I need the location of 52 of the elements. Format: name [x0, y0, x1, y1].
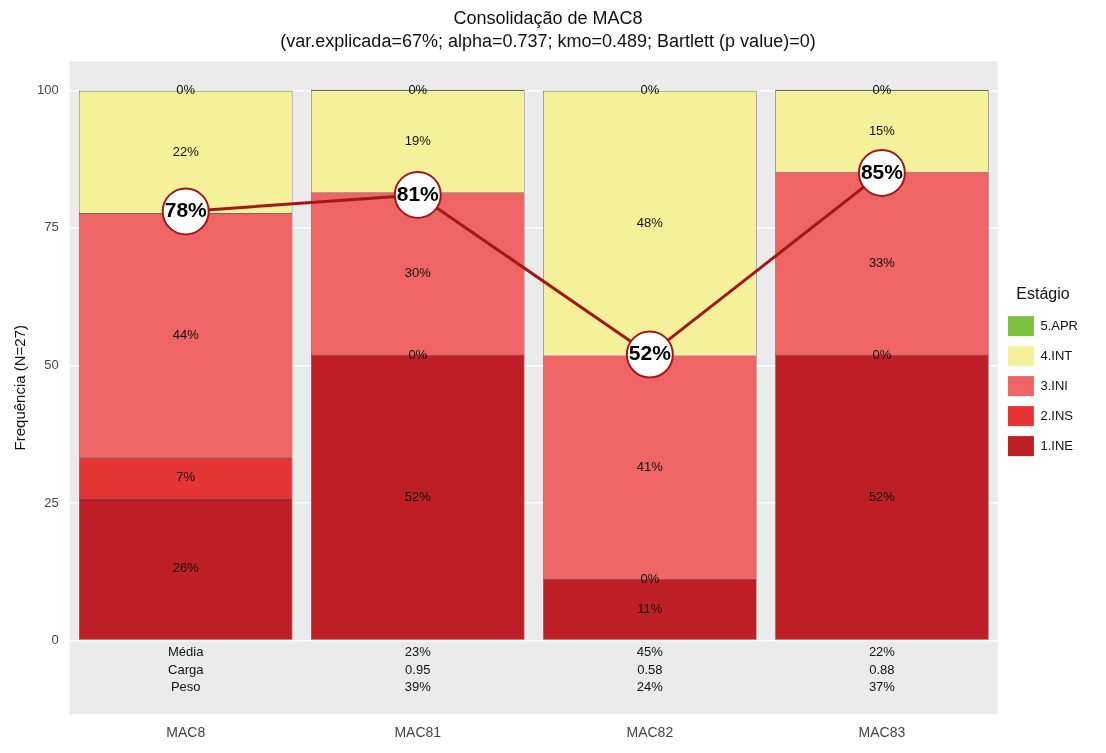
x-tick-label: MAC8	[166, 724, 206, 741]
data-label: 48%	[636, 214, 664, 230]
data-label: 11%	[637, 601, 663, 617]
annotation: 39%	[404, 679, 432, 695]
data-label: 78%	[164, 198, 208, 222]
data-label: 0%	[408, 346, 428, 362]
y-tick-label: 0	[51, 632, 59, 648]
annotation: Peso	[170, 679, 201, 695]
annotation: 0.95	[405, 661, 431, 677]
legend-label: 1.INE	[1040, 437, 1074, 453]
chart-subtitle: (var.explicada=67%; alpha=0.737; kmo=0.489; Bartlett (p value)=0)	[280, 31, 816, 52]
data-label: 52%	[404, 488, 432, 504]
y-axis-title: Frequência (N=27)	[11, 324, 29, 451]
legend-label: 3.INI	[1040, 377, 1068, 393]
annotation: Carga	[168, 661, 205, 677]
data-label: 52%	[868, 488, 896, 504]
annotation: 0.58	[637, 661, 663, 677]
data-label: 0%	[872, 346, 892, 362]
data-label: 0%	[176, 82, 196, 98]
annotation: Média	[168, 644, 205, 660]
data-label: 41%	[636, 459, 664, 475]
data-label: 85%	[860, 159, 904, 183]
data-label: 44%	[172, 326, 200, 342]
legend-label: 2.INS	[1040, 407, 1074, 423]
data-label: 0%	[640, 82, 660, 98]
data-label: 30%	[404, 265, 432, 281]
legend-label: 4.INT	[1040, 347, 1073, 363]
annotation: 24%	[636, 679, 664, 695]
data-label: 0%	[640, 571, 660, 586]
annotation: 0.88	[869, 661, 895, 677]
data-label: 52%	[628, 341, 672, 365]
data-label: 26%	[172, 560, 200, 576]
legend-title: Estágio	[1016, 285, 1070, 303]
annotation: 37%	[868, 679, 896, 695]
annotation: 23%	[404, 644, 432, 660]
x-tick-label: MAC83	[858, 724, 906, 741]
data-label: 22%	[172, 143, 200, 159]
y-tick-label: 100	[36, 81, 59, 97]
annotation: 45%	[636, 644, 664, 660]
y-tick-label: 25	[44, 494, 59, 510]
data-label: 15%	[868, 122, 896, 138]
y-tick-label: 50	[44, 357, 59, 372]
x-tick-label: MAC81	[394, 724, 442, 741]
data-label: 33%	[868, 254, 896, 270]
data-label: 19%	[404, 132, 432, 148]
data-label: 7%	[176, 469, 196, 485]
annotation: 22%	[868, 644, 896, 660]
y-tick-label: 75	[44, 219, 59, 235]
x-tick-label: MAC82	[626, 724, 674, 741]
legend-label: 5.APR	[1040, 317, 1079, 333]
chart-title: Consolidação de MAC8	[453, 7, 643, 28]
data-label: 81%	[396, 181, 440, 205]
